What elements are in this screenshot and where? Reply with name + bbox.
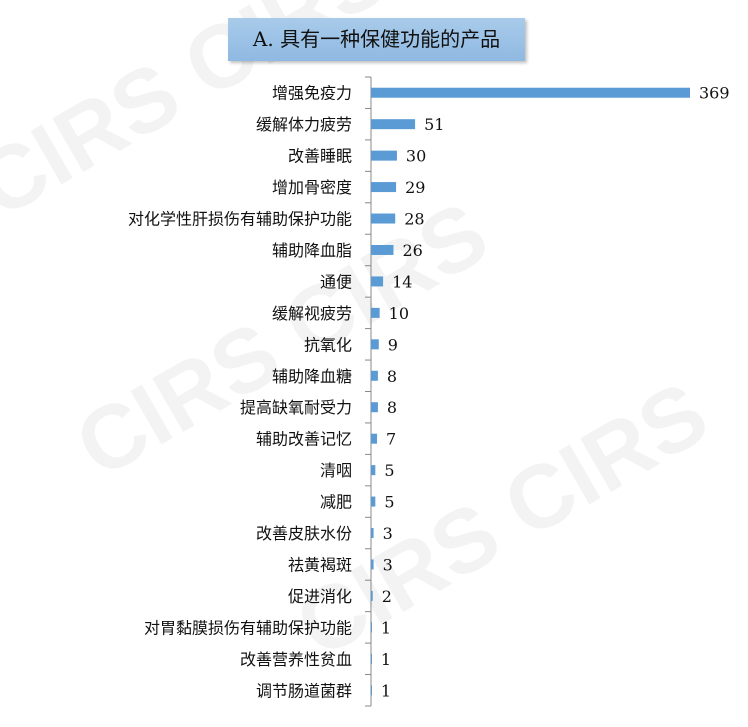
category-label: 辅助降血糖 <box>272 367 352 386</box>
data-label: 28 <box>404 210 424 229</box>
category-label: 增加骨密度 <box>272 178 352 197</box>
chart-title: A. 具有一种保健功能的产品 <box>228 18 525 61</box>
category-label: 抗氧化 <box>304 335 352 354</box>
category-label: 缓解体力疲劳 <box>256 115 352 134</box>
watermark: CIRS CIRS <box>60 183 504 497</box>
data-label: 5 <box>384 461 394 480</box>
category-label: 改善营养性贫血 <box>240 650 352 669</box>
category-label: 改善皮肤水份 <box>256 524 352 543</box>
category-label: 对化学性肝损伤有辅助保护功能 <box>128 210 352 229</box>
data-label: 8 <box>387 367 397 386</box>
data-label: 1 <box>381 650 391 669</box>
category-label: 缓解视疲劳 <box>272 304 352 323</box>
bar <box>371 339 379 350</box>
bar <box>371 87 690 98</box>
data-label: 51 <box>424 115 444 134</box>
category-label: 祛黄褐斑 <box>288 555 352 574</box>
category-label: 清咽 <box>320 461 352 480</box>
data-label: 369 <box>699 84 730 103</box>
data-label: 3 <box>383 524 393 543</box>
bar <box>371 528 374 539</box>
bar <box>371 370 378 381</box>
category-label: 改善睡眠 <box>288 147 352 166</box>
bar <box>371 433 378 444</box>
bar <box>371 119 416 130</box>
bar <box>371 559 374 570</box>
bar <box>371 496 376 507</box>
data-label: 26 <box>402 241 422 260</box>
bar <box>371 465 376 476</box>
data-label: 2 <box>382 587 392 606</box>
category-label: 减肥 <box>320 493 352 512</box>
data-label: 7 <box>386 430 396 449</box>
category-label: 提高缺氧耐受力 <box>240 398 352 417</box>
bar <box>371 590 373 601</box>
bar <box>371 213 396 224</box>
category-label: 调节肠道菌群 <box>256 681 352 700</box>
bar <box>371 182 397 193</box>
category-label: 对胃黏膜损伤有辅助保护功能 <box>144 618 352 637</box>
bar <box>371 244 394 255</box>
bar <box>371 685 372 696</box>
bar <box>371 622 372 633</box>
data-label: 30 <box>406 147 426 166</box>
category-label: 增强免疫力 <box>272 84 352 103</box>
category-label: 辅助改善记忆 <box>256 430 352 449</box>
category-label: 促进消化 <box>288 587 352 606</box>
data-label: 1 <box>381 681 391 700</box>
bar <box>371 307 380 318</box>
bar <box>371 150 397 161</box>
data-label: 29 <box>405 178 425 197</box>
category-label: 通便 <box>320 272 352 291</box>
data-label: 5 <box>384 493 394 512</box>
data-label: 9 <box>388 335 398 354</box>
data-label: 3 <box>383 555 393 574</box>
bar <box>371 653 372 664</box>
data-label: 10 <box>389 304 409 323</box>
bar <box>371 276 384 287</box>
data-label: 14 <box>392 272 412 291</box>
data-label: 8 <box>387 398 397 417</box>
bar <box>371 402 378 413</box>
data-label: 1 <box>381 618 391 637</box>
category-label: 辅助降血脂 <box>272 241 352 260</box>
